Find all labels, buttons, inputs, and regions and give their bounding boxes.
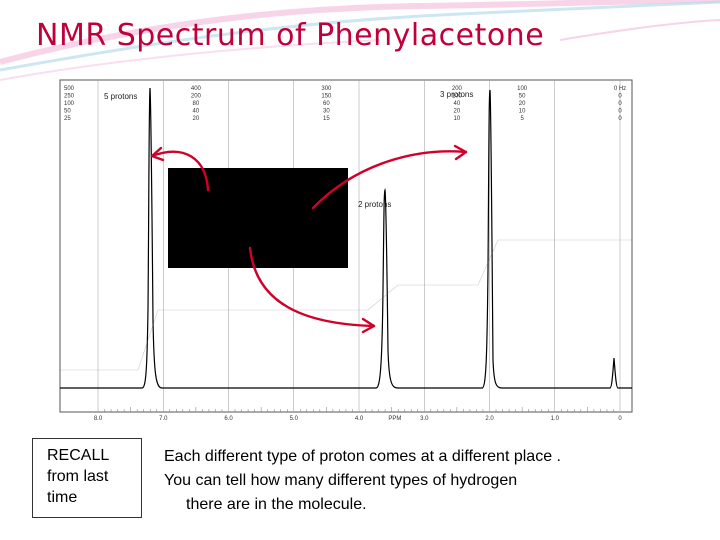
arrow-to-methyl: [311, 150, 468, 210]
ppm-tick-label: 8.0: [94, 416, 103, 422]
top-scale-value: 30: [323, 109, 330, 115]
caption-line-2: You can tell how many different types of…: [164, 472, 518, 489]
caption-line-1: Each different type of proton comes at a…: [164, 448, 561, 465]
arrow-head-methyl: [453, 144, 468, 161]
top-scale-value: 50: [519, 94, 526, 100]
top-scale-value: 200: [452, 86, 463, 92]
arrow-to-methylene: [248, 246, 376, 328]
recall-line-1: RECALL: [47, 447, 110, 464]
top-scale-value: 300: [321, 86, 332, 92]
recall-line-3: time: [47, 489, 78, 506]
ppm-tick-label: 0: [618, 416, 622, 422]
top-scale-value: 20: [519, 101, 526, 107]
top-scale-value: 10: [519, 109, 526, 115]
top-scale-value: 250: [64, 94, 75, 100]
ppm-tick-label: 3.0: [420, 416, 429, 422]
ppm-tick-label: 1.0: [551, 416, 560, 422]
top-scale-value: 500: [64, 86, 75, 92]
peak-label-aromatic: 5 protons: [104, 92, 137, 101]
top-scale-value: 80: [193, 101, 200, 107]
top-scale: 5002501005025400200804020300150603015200…: [64, 86, 626, 122]
arrow-head-methylene: [361, 317, 376, 334]
recall-note: RECALL from last time: [32, 438, 142, 518]
arrow-to-aromatic: [150, 150, 210, 192]
ppm-axis-label: PPM: [388, 416, 401, 422]
peak-arrows: [150, 144, 468, 334]
top-scale-value: 40: [454, 101, 461, 107]
top-scale-value: 15: [323, 116, 330, 122]
spectrum-trace: [60, 87, 632, 389]
arrow-head-aromatic: [150, 146, 165, 162]
ppm-axis: 8.0 7.0 6.0 5.0 4.0 3.0 2.0 1.0 0 PPM: [94, 407, 622, 422]
recall-line-2: from last: [47, 468, 109, 485]
caption-line-3: there are in the molecule.: [186, 496, 367, 513]
top-scale-value: 100: [64, 101, 75, 107]
top-scale-value: 60: [323, 101, 330, 107]
decorative-swirl: [0, 0, 720, 81]
top-scale-value: 200: [191, 94, 202, 100]
peak-label-methyl: 3 protons: [440, 90, 473, 99]
peak-label-methylene: 2 protons: [358, 200, 391, 209]
top-scale-value: 100: [517, 86, 528, 92]
ppm-tick-label: 5.0: [290, 416, 299, 422]
molecule-overlay-box: [168, 168, 348, 268]
top-scale-value: 150: [321, 94, 332, 100]
top-scale-value: 40: [193, 109, 200, 115]
top-scale-value: 400: [191, 86, 202, 92]
top-scale-value: 0: [618, 116, 622, 122]
ppm-tick-label: 6.0: [224, 416, 233, 422]
caption: Each different type of proton comes at a…: [164, 445, 709, 517]
page-title: NMR Spectrum of Phenylacetone: [36, 18, 545, 53]
ppm-tick-label: 4.0: [355, 416, 364, 422]
top-scale-value: 25: [64, 116, 71, 122]
ppm-tick-label: 7.0: [159, 416, 168, 422]
top-scale-value: 0: [618, 101, 622, 107]
top-scale-value: 10: [454, 116, 461, 122]
spectrum-grid: [97, 80, 621, 412]
top-scale-value: 100: [452, 94, 463, 100]
top-scale-value: 5: [520, 116, 524, 122]
top-scale-value: 0: [618, 94, 622, 100]
nmr-spectrum: 5002501005025400200804020300150603015200…: [59, 79, 633, 422]
top-scale-value: 50: [64, 109, 71, 115]
integration-trace: [60, 239, 632, 371]
top-scale-value: 0 Hz: [614, 86, 626, 92]
top-scale-value: 0: [618, 109, 622, 115]
top-scale-value: 20: [193, 116, 200, 122]
ppm-tick-label: 2.0: [485, 416, 494, 422]
top-scale-value: 20: [454, 109, 461, 115]
